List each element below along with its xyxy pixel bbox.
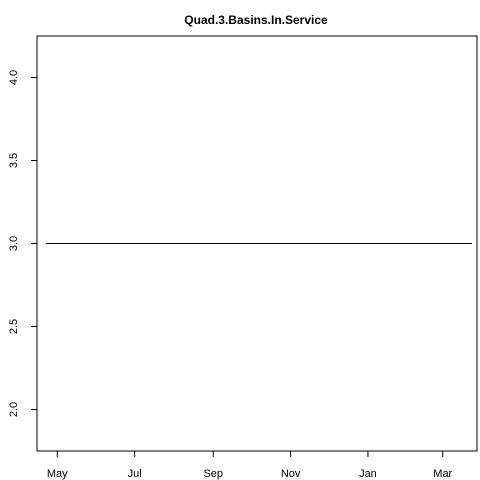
y-tick-label: 2.5 (8, 319, 20, 334)
x-tick-label: Mar (433, 468, 452, 480)
y-tick-label: 3.5 (8, 153, 20, 168)
x-tick-label: Jul (128, 468, 142, 480)
y-tick-label: 3.0 (8, 236, 20, 251)
x-tick-label: Nov (281, 468, 301, 480)
x-tick-label: May (47, 468, 68, 480)
y-tick-label: 2.0 (8, 402, 20, 417)
y-axis: 2.0 2.5 3.0 3.5 4.0 (8, 70, 37, 417)
chart-title: Quad.3.Basins.In.Service (184, 13, 328, 27)
y-tick-label: 4.0 (8, 70, 20, 85)
x-tick-label: Sep (203, 468, 223, 480)
x-tick-label: Jan (359, 468, 377, 480)
x-axis: May Jul Sep Nov Jan Mar (47, 451, 453, 480)
